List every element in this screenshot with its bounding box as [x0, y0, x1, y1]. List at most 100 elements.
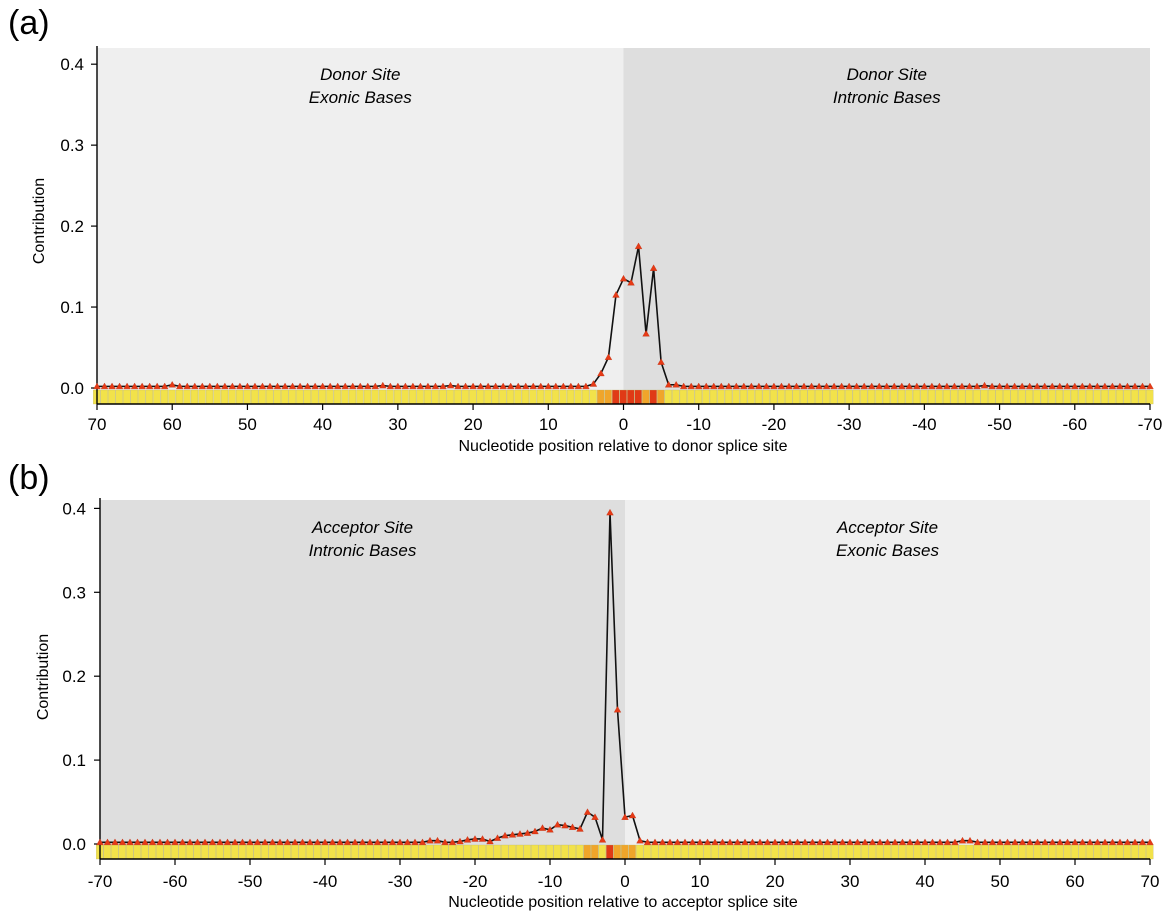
- data-point: [875, 382, 883, 390]
- heat-cell: [291, 844, 299, 860]
- series-markers: [96, 508, 1154, 846]
- heat-cell: [141, 844, 149, 860]
- heat-cell: [823, 844, 831, 860]
- heat-cell: [238, 844, 246, 860]
- data-point: [846, 838, 854, 846]
- x-tick-label: -10: [686, 415, 711, 434]
- heat-cell: [171, 844, 179, 860]
- data-point: [366, 838, 374, 846]
- heat-cell: [529, 389, 537, 405]
- data-point: [103, 838, 112, 846]
- data-point: [141, 838, 149, 846]
- data-point: [1093, 838, 1102, 846]
- heat-cell: [606, 844, 614, 860]
- heat-cell: [1146, 389, 1154, 405]
- x-tick-label: -10: [538, 872, 563, 891]
- data-point: [266, 382, 274, 390]
- heat-cell: [213, 389, 221, 405]
- heat-cell: [251, 389, 259, 405]
- data-point: [1041, 382, 1049, 390]
- heat-cell: [276, 844, 284, 860]
- heat-cell: [771, 844, 779, 860]
- heat-cell: [951, 844, 959, 860]
- heat-cell: [643, 844, 651, 860]
- data-point: [778, 838, 787, 846]
- heat-cell: [216, 844, 224, 860]
- data-point: [574, 382, 583, 390]
- heat-cell: [597, 389, 605, 405]
- heat-cell: [1056, 844, 1064, 860]
- data-point: [381, 838, 389, 846]
- data-point: [920, 382, 929, 390]
- heat-cell: [401, 389, 409, 405]
- data-point: [1011, 838, 1019, 846]
- region-label-line2: Exonic Bases: [836, 541, 939, 560]
- data-point: [973, 838, 982, 846]
- heat-cell: [1063, 844, 1071, 860]
- heat-cell: [657, 389, 665, 405]
- heat-cell: [965, 389, 973, 405]
- data-point: [243, 382, 252, 390]
- heat-cell: [1026, 844, 1034, 860]
- data-point: [1116, 838, 1124, 846]
- data-point: [364, 382, 372, 390]
- heat-cell: [778, 844, 786, 860]
- data-point: [446, 381, 455, 389]
- x-tick-label: 40: [313, 415, 332, 434]
- heat-cell: [1131, 389, 1139, 405]
- heat-cell: [553, 844, 561, 860]
- x-tick-label: -40: [313, 872, 338, 891]
- heat-cell: [396, 844, 404, 860]
- region-label-line1: Donor Site: [847, 65, 927, 84]
- data-point: [643, 838, 652, 846]
- data-point: [221, 382, 229, 390]
- heat-cell: [318, 389, 326, 405]
- panel-a-ylabel: Contribution: [31, 178, 48, 264]
- heat-cell: [837, 389, 845, 405]
- heat-cell: [446, 389, 454, 405]
- heat-cell: [876, 844, 884, 860]
- heat-cell: [148, 844, 156, 860]
- data-point: [876, 838, 884, 846]
- heat-cell: [724, 389, 733, 405]
- heat-cell: [126, 844, 134, 860]
- data-point: [755, 382, 763, 390]
- data-point: [627, 279, 635, 286]
- data-point: [111, 838, 119, 846]
- heat-cell: [1146, 844, 1154, 860]
- heat-cell: [733, 844, 741, 860]
- heat-cell: [748, 844, 756, 860]
- data-point: [680, 382, 688, 390]
- heat-cell: [687, 389, 695, 405]
- x-tick-label: 0: [619, 415, 628, 434]
- x-tick-label: 30: [388, 415, 407, 434]
- heat-cell: [636, 844, 644, 860]
- data-point: [1131, 838, 1139, 846]
- heat-cell: [649, 389, 657, 405]
- x-tick-label: 60: [1066, 872, 1085, 891]
- heat-cell: [561, 844, 569, 860]
- data-point: [913, 382, 921, 390]
- heat-cell: [418, 844, 426, 860]
- heat-cell: [1025, 389, 1033, 405]
- data-point: [582, 382, 590, 390]
- heat-cell: [717, 389, 725, 405]
- data-point: [1056, 838, 1064, 846]
- heat-cell: [190, 389, 199, 405]
- heat-cell: [800, 389, 808, 405]
- data-point: [231, 838, 239, 846]
- heat-cell: [1063, 389, 1071, 405]
- data-point: [388, 838, 397, 846]
- data-point: [213, 382, 221, 390]
- y-tick-label: 0.3: [60, 136, 84, 155]
- data-point: [861, 838, 869, 846]
- heat-cell: [905, 389, 913, 405]
- heat-cell: [261, 844, 269, 860]
- heat-cell: [1018, 844, 1026, 860]
- heat-cell: [672, 389, 680, 405]
- heat-cell: [912, 389, 921, 405]
- heat-cell: [321, 844, 329, 860]
- heat-cell: [1100, 389, 1109, 405]
- heat-cell: [980, 389, 988, 405]
- heat-cell: [568, 844, 576, 860]
